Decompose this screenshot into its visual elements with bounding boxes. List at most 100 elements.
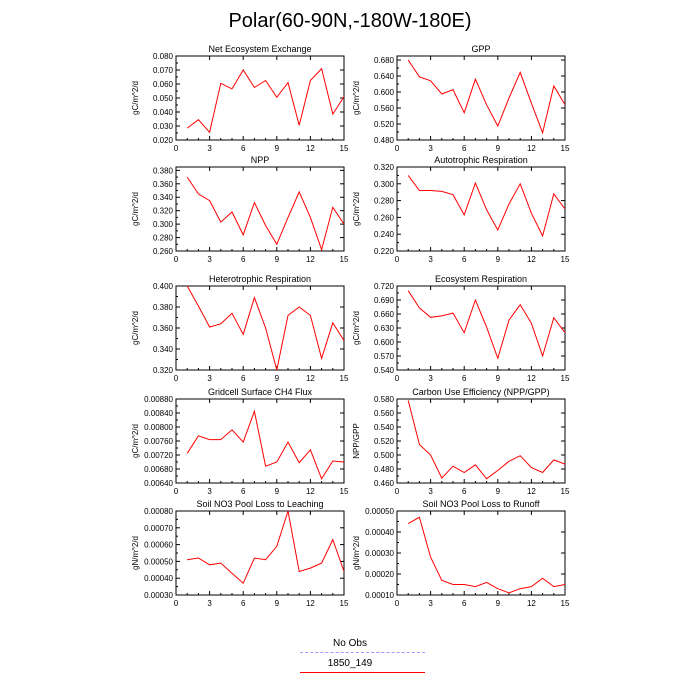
- y-tick-label: 0.00840: [144, 409, 173, 418]
- x-tick-label: 0: [395, 599, 400, 608]
- x-tick-label: 12: [306, 255, 315, 264]
- y-tick-label: 0.540: [374, 423, 395, 432]
- x-tick-label: 6: [462, 487, 467, 496]
- series-line: [407, 400, 566, 480]
- panel-title: Heterotrophic Respiration: [209, 274, 311, 284]
- plot-frame: [396, 55, 566, 141]
- panel-soil-no3-pool-loss-to-leaching: Soil NO3 Pool Loss to Leaching gN/m^2/d 0.…: [131, 499, 349, 608]
- x-tick-label: 9: [275, 144, 280, 153]
- x-tick-label: 0: [174, 487, 179, 496]
- y-tick-label: 0.00080: [144, 507, 173, 516]
- series-line: [407, 175, 566, 238]
- y-tick-label: 0.070: [153, 66, 174, 75]
- y-tick-label: 0.400: [153, 282, 174, 291]
- y-tick-label: 0.520: [374, 120, 395, 129]
- y-tick-label: 0.00030: [365, 549, 394, 558]
- x-tick-label: 3: [207, 599, 212, 608]
- x-tick-label: 0: [174, 599, 179, 608]
- y-tick-label: 0.360: [153, 180, 174, 189]
- panel-title: Ecosystem Respiration: [435, 274, 527, 284]
- y-tick-label: 0.560: [374, 104, 395, 113]
- x-tick-label: 0: [174, 374, 179, 383]
- panel-gpp: GPP gC/m^2/d 0.480 0.520 0.560 0.600 0.640 0.68…: [352, 44, 570, 153]
- y-tick-label: 0.00030: [144, 591, 173, 600]
- x-tick-label: 3: [207, 374, 212, 383]
- y-tick-label: 0.690: [374, 296, 395, 305]
- x-tick-label: 15: [340, 374, 349, 383]
- y-tick-label: 0.680: [374, 56, 395, 65]
- x-tick-label: 12: [527, 144, 536, 153]
- y-tick-label: 0.060: [153, 80, 174, 89]
- y-tick-label: 0.030: [153, 122, 174, 131]
- y-tick-label: 0.280: [374, 197, 395, 206]
- plot-frame: [175, 55, 345, 141]
- panel-title: Soil NO3 Pool Loss to Runoff: [423, 499, 540, 509]
- x-tick-label: 6: [462, 374, 467, 383]
- y-axis-label: gC/m^2/d: [352, 192, 361, 226]
- x-tick-label: 12: [306, 374, 315, 383]
- legend-label-1850-149: 1850_149: [327, 658, 373, 669]
- x-tick-label: 15: [340, 487, 349, 496]
- y-axis-label: gC/m^2/d: [131, 81, 140, 115]
- y-tick-label: 0.00070: [144, 524, 173, 533]
- legend-line-1850-149: [300, 672, 425, 673]
- x-tick-label: 15: [561, 255, 570, 264]
- x-tick-label: 6: [462, 599, 467, 608]
- x-tick-label: 6: [462, 144, 467, 153]
- series-line: [187, 510, 345, 585]
- y-tick-label: 0.720: [374, 282, 395, 291]
- panel-title: Autotrophic Respiration: [434, 155, 528, 165]
- x-tick-label: 0: [395, 374, 400, 383]
- x-tick-label: 3: [428, 255, 433, 264]
- x-tick-label: 12: [306, 487, 315, 496]
- y-tick-label: 0.050: [153, 94, 174, 103]
- x-tick-label: 6: [241, 255, 246, 264]
- y-tick-label: 0.220: [374, 247, 395, 256]
- plot-frame: [396, 398, 566, 484]
- panel-gridcell-surface-ch4-flux: Gridcell Surface CH4 Flux gC/m^2/d 0.00640…: [131, 387, 349, 496]
- y-tick-label: 0.040: [153, 108, 174, 117]
- y-tick-label: 0.320: [153, 366, 174, 375]
- x-tick-label: 12: [527, 487, 536, 496]
- y-tick-label: 0.00010: [365, 591, 394, 600]
- y-axis-label: gC/m^2/d: [352, 311, 361, 345]
- x-tick-label: 12: [527, 599, 536, 608]
- panel-autotrophic-respiration: Autotrophic Respiration gC/m^2/d 0.220 0.24…: [352, 155, 570, 264]
- x-tick-label: 15: [340, 599, 349, 608]
- y-tick-label: 0.00680: [144, 465, 173, 474]
- y-axis-label: gC/m^2/d: [131, 424, 140, 458]
- x-tick-label: 9: [496, 599, 501, 608]
- x-tick-label: 9: [275, 255, 280, 264]
- main-title: Polar(60-90N,-180W-180E): [228, 10, 472, 32]
- x-tick-label: 9: [496, 374, 501, 383]
- y-tick-label: 0.300: [153, 220, 174, 229]
- y-tick-label: 0.600: [374, 338, 395, 347]
- y-tick-label: 0.480: [374, 136, 395, 145]
- panel-carbon-use-efficiency-npp-gpp: Carbon Use Efficiency (NPP/GPP) NPP/GPP 0.…: [352, 387, 570, 496]
- x-tick-label: 0: [174, 255, 179, 264]
- y-tick-label: 0.00640: [144, 479, 173, 488]
- x-tick-label: 3: [207, 255, 212, 264]
- y-tick-label: 0.380: [153, 303, 174, 312]
- y-tick-label: 0.280: [153, 234, 174, 243]
- y-axis-label: gN/m^2/d: [131, 536, 140, 570]
- y-tick-label: 0.260: [153, 247, 174, 256]
- y-tick-label: 0.00050: [144, 557, 173, 566]
- panel-title: NPP: [251, 155, 270, 165]
- y-tick-label: 0.500: [374, 451, 395, 460]
- x-tick-label: 15: [561, 599, 570, 608]
- y-tick-label: 0.00760: [144, 437, 173, 446]
- y-tick-label: 0.580: [374, 395, 395, 404]
- plot-frame: [396, 285, 566, 371]
- panel-title: Soil NO3 Pool Loss to Leaching: [196, 499, 323, 509]
- y-tick-label: 0.00720: [144, 451, 173, 460]
- y-tick-label: 0.520: [374, 437, 395, 446]
- panel-npp: NPP gC/m^2/d 0.260 0.280 0.300 0.320 0.340 0.36…: [131, 155, 349, 264]
- y-tick-label: 0.480: [374, 465, 395, 474]
- panel-soil-no3-pool-loss-to-runoff: Soil NO3 Pool Loss to Runoff gN/m^2/d 0.00…: [352, 499, 570, 608]
- plot-frame: [175, 510, 345, 596]
- y-tick-label: 0.320: [153, 207, 174, 216]
- x-tick-label: 15: [561, 487, 570, 496]
- y-tick-label: 0.340: [153, 345, 174, 354]
- y-tick-label: 0.00040: [144, 574, 173, 583]
